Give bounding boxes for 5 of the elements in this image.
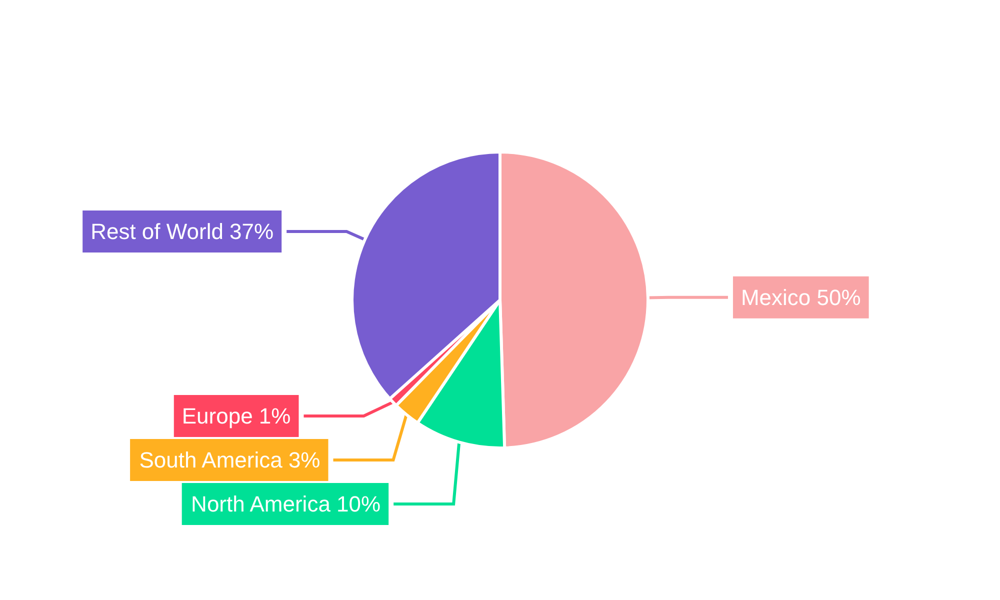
slice-label: Mexico 50% xyxy=(740,284,861,310)
slice-label: North America 10% xyxy=(191,491,381,516)
slice-label: South America 3% xyxy=(139,447,320,472)
slice-label: Europe 1% xyxy=(182,403,291,428)
slice-label: Rest of World 37% xyxy=(90,219,274,244)
